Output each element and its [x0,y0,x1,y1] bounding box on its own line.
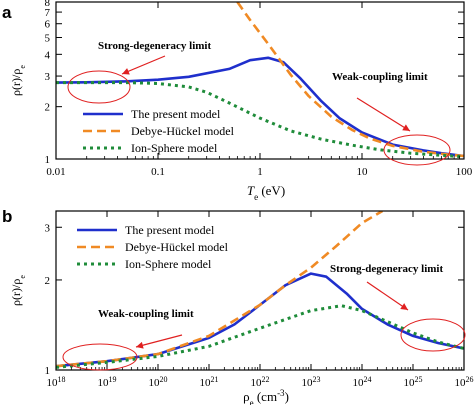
panel-letter: a [2,3,12,22]
series-line-2 [236,2,464,158]
y-axis-label: ρ(r)/ρe [9,65,27,96]
x-tick-label: 100 [456,166,473,178]
y-tick-label: 8 [45,0,51,9]
highlight-ellipse [67,70,131,104]
x-tick-label: 1026 [455,375,474,390]
legend-label: Debye-Hückel model [125,240,229,254]
panel-letter: b [2,207,12,226]
x-tick-label: 1025 [404,375,423,390]
axes-frame [55,210,465,371]
highlight-ellipse [383,134,451,166]
series-line-1 [56,56,464,158]
x-tick-label: 1020 [149,375,168,390]
y-tick-label: 1 [45,154,51,166]
x-tick-label: 1019 [98,375,117,390]
series-line-2 [56,211,384,368]
annotation-label: Weak-coupling limit [98,308,194,320]
x-tick-label: 0.01 [46,166,65,178]
annotation-arrow [121,55,166,75]
x-tick-label: 1 [257,166,263,178]
y-tick-label: 2 [45,275,51,287]
highlight-ellipse [62,343,138,371]
y-tick-label: 6 [45,19,51,31]
x-tick-label: 1018 [47,375,66,390]
panel-b: b 1018 1019 1020 1021 1022 1023 1024 1025 1026 1 2 3… [2,207,474,405]
legend-label: Debye-Hückel model [131,124,235,138]
y-axis-label: ρ(r)/ρe [9,275,27,306]
annotation-arrowhead [136,341,144,349]
legend-label: Ion-Sphere model [125,257,212,271]
y-tick-label: 3 [45,222,51,234]
legend-label: The present model [131,107,221,121]
y-tick-label: 1 [45,365,51,377]
annotation-arrowhead [122,68,130,75]
x-axis-label: ρe (cm-3) [243,388,289,405]
x-tick-label: 0.1 [151,166,165,178]
y-tick-label: 3 [45,71,51,83]
y-tick-label: 4 [45,49,51,61]
y-tick-label: 2 [45,102,51,114]
x-tick-label: 1024 [353,375,372,390]
legend-label: Ion-Sphere model [131,141,218,155]
annotation-arrow [366,281,409,311]
y-tick-label: 5 [45,32,51,44]
x-tick-label: 1022 [251,375,270,390]
annotation-arrowhead [400,303,408,310]
annotation-arrowhead [402,124,410,131]
x-axis-label: Te (eV) [247,183,285,202]
annotation-arrow [135,334,183,348]
x-tick-label: 1021 [200,375,219,390]
highlight-ellipse [400,318,466,352]
series-line-3 [56,81,464,159]
annotation-label: Strong-degeneracy limit [98,40,211,52]
x-tick-label: 1023 [302,375,321,390]
x-tick-label: 10 [357,166,369,178]
annotation-label: Weak-coupling limit [332,71,428,83]
annotation-arrow [356,97,411,132]
annotation-label: Strong-degeneracy limit [330,263,443,275]
y-tick-label: 7 [45,7,51,19]
legend-label: The present model [125,223,215,237]
